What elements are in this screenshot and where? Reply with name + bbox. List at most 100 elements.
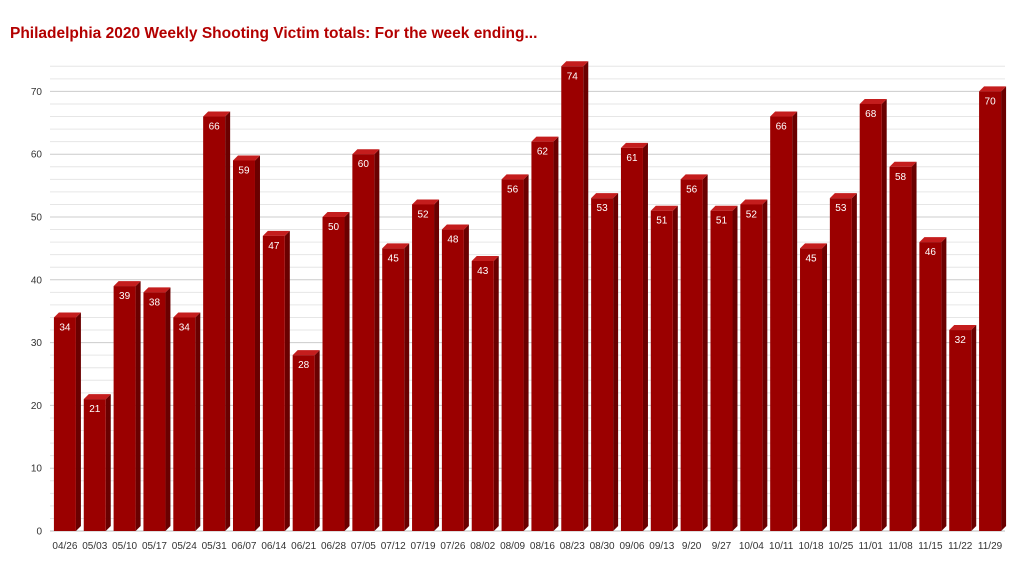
x-tick-label: 04/26 (52, 541, 77, 552)
x-tick-label: 06/14 (261, 541, 286, 552)
bar-side (941, 237, 947, 531)
data-label: 68 (865, 109, 877, 120)
bar-top (949, 325, 977, 331)
x-tick-label: 07/05 (351, 541, 376, 552)
x-tick-label: 09/13 (649, 541, 674, 552)
bar (919, 242, 942, 531)
bar (412, 204, 435, 531)
y-tick-label: 30 (31, 338, 43, 349)
bar-side (404, 243, 410, 531)
bar-side (225, 111, 231, 532)
bar-top (680, 174, 708, 180)
bar-top (829, 193, 857, 199)
data-label: 39 (119, 291, 131, 302)
y-tick-label: 0 (36, 527, 42, 538)
bar-side (105, 394, 111, 531)
bar (113, 286, 136, 531)
bar-side (284, 230, 290, 531)
data-label: 51 (656, 216, 668, 227)
chart-title: Philadelphia 2020 Weekly Shooting Victim… (10, 25, 538, 42)
bar (292, 355, 315, 531)
bar-top (650, 205, 678, 211)
bar-side (135, 281, 141, 531)
bar (531, 141, 554, 531)
bar-top (53, 312, 81, 318)
x-tick-label: 08/09 (500, 541, 525, 552)
data-label: 43 (477, 266, 489, 277)
bar-side (493, 255, 499, 531)
x-tick-label: 05/10 (112, 541, 137, 552)
bar-top (352, 149, 380, 155)
x-tick-label: 10/25 (828, 541, 853, 552)
data-label: 32 (955, 335, 967, 346)
x-tick-label: 10/11 (769, 541, 794, 552)
data-label: 56 (686, 184, 698, 195)
y-tick-label: 50 (31, 213, 43, 224)
bar (262, 235, 285, 531)
x-tick-label: 10/18 (799, 541, 824, 552)
bar-top (501, 174, 529, 180)
data-label: 45 (805, 253, 817, 264)
data-label: 45 (388, 253, 400, 264)
bar (53, 317, 76, 531)
bar (949, 330, 972, 531)
bar-top (322, 212, 350, 217)
bar-top (143, 287, 171, 293)
data-label: 66 (209, 122, 221, 133)
data-label: 48 (447, 235, 459, 246)
bar-top (740, 199, 768, 205)
bar-side (851, 193, 857, 531)
x-tick-label: 08/02 (470, 541, 495, 552)
bar (441, 229, 464, 531)
bar (352, 154, 375, 531)
bar-top (292, 350, 320, 356)
bar-side (881, 98, 887, 532)
x-tick-label: 06/07 (231, 541, 256, 552)
x-tick-label: 11/08 (888, 541, 913, 552)
data-label: 58 (895, 172, 907, 183)
bar (680, 179, 703, 531)
bar (322, 217, 345, 531)
bar-side (195, 312, 201, 531)
data-label: 51 (716, 216, 728, 227)
bar (471, 260, 494, 531)
x-tick-label: 05/24 (172, 541, 197, 552)
bar-top (412, 199, 440, 205)
data-label: 34 (179, 322, 191, 333)
bar-side (911, 161, 917, 531)
data-label: 70 (985, 96, 997, 107)
bar-top (203, 111, 231, 117)
x-tick-label: 08/16 (530, 541, 555, 552)
bar (979, 91, 1002, 532)
bar-top (382, 243, 410, 249)
data-label: 28 (298, 360, 310, 371)
bar-side (583, 61, 589, 531)
bar-top (710, 205, 738, 211)
data-label: 53 (597, 203, 609, 214)
bar-side (792, 111, 798, 532)
data-label: 46 (925, 247, 937, 258)
bar-side (672, 205, 678, 531)
data-label: 21 (89, 404, 101, 415)
bar-side (553, 136, 559, 531)
bar-top (561, 61, 589, 67)
bar-side (344, 212, 350, 531)
data-label: 74 (567, 71, 579, 82)
bar-top (83, 394, 111, 400)
x-tick-label: 9/27 (712, 541, 732, 552)
data-label: 66 (776, 122, 788, 133)
bar-top (113, 281, 141, 287)
data-label: 53 (835, 203, 847, 214)
bar-top (471, 255, 499, 261)
y-tick-label: 70 (31, 87, 43, 98)
x-tick-label: 07/12 (381, 541, 406, 552)
bar-side (732, 205, 738, 531)
bar-side (1001, 86, 1007, 532)
bar-side (523, 174, 529, 531)
bar (143, 292, 166, 531)
x-tick-label: 05/17 (142, 541, 167, 552)
bar (382, 248, 405, 531)
data-label: 52 (746, 209, 758, 220)
x-tick-label: 11/01 (859, 541, 884, 552)
